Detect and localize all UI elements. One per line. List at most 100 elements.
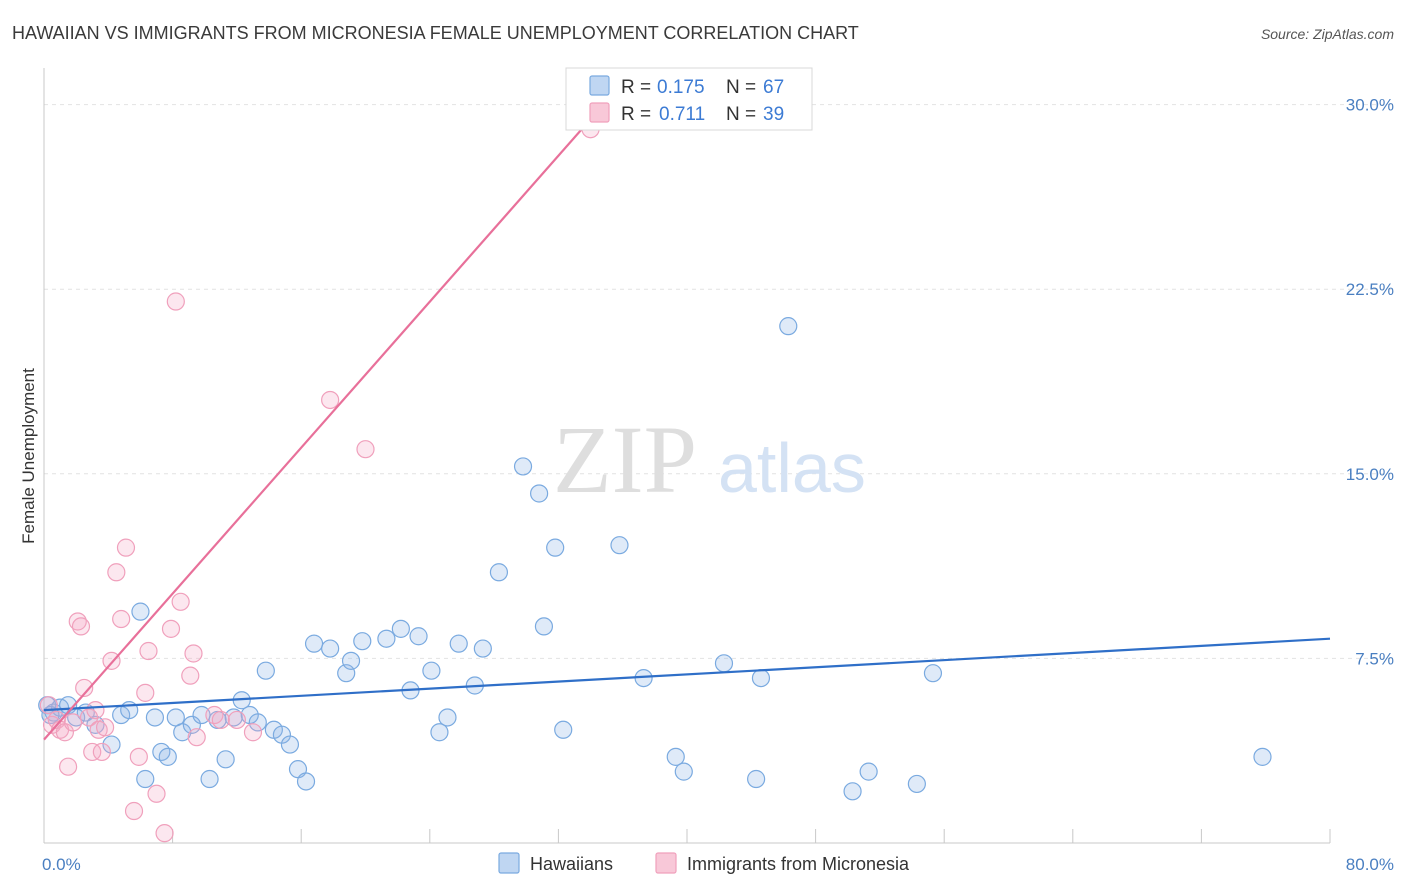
legend-n-value-1: 39 — [763, 104, 784, 125]
micronesia-point — [184, 644, 203, 663]
x-tick-label-max: 80.0% — [1346, 855, 1394, 874]
hawaiians-point — [377, 629, 396, 648]
bottom-legend-micronesia: Immigrants from Micronesia — [687, 854, 910, 874]
micronesia-point — [129, 747, 148, 766]
legend-r-value-0: 0.175 — [657, 77, 705, 98]
hawaiians-point — [907, 774, 926, 794]
micronesia-point — [356, 440, 375, 459]
hawaiians-point — [751, 668, 771, 688]
y-tick-label: 15.0% — [1346, 465, 1394, 484]
hawaiians-point — [280, 735, 300, 754]
y-tick-label: 22.5% — [1346, 280, 1394, 299]
hawaiians-point — [610, 536, 629, 555]
legend-r-label-0: R = — [621, 77, 651, 98]
hawaiians-point — [554, 720, 573, 739]
bottom-legend: Hawaiians Immigrants from Micronesia — [498, 852, 910, 874]
micronesia-point — [112, 609, 131, 629]
micronesia-point — [68, 612, 87, 631]
axes — [43, 68, 1331, 844]
micronesia-point — [59, 757, 78, 776]
hawaiians-point — [248, 713, 267, 732]
hawaiians-point — [391, 619, 410, 638]
micronesia-point — [83, 742, 102, 762]
chart-source: Source: ZipAtlas.com — [1261, 26, 1394, 42]
micronesia-point — [155, 824, 174, 843]
hawaiians-point — [430, 723, 449, 742]
bottom-legend-swatch-hawaiians — [498, 852, 520, 874]
hawaiians-point — [859, 762, 878, 781]
hawaiians-point — [674, 762, 693, 781]
micronesia-point — [187, 728, 206, 747]
hawaiians-point — [296, 772, 316, 791]
hawaiians-point — [200, 769, 219, 789]
hawaiians-point — [513, 457, 533, 476]
legend-n-value-0: 67 — [763, 77, 784, 98]
hawaiians-point — [779, 317, 798, 336]
hawaiians-point — [714, 654, 734, 673]
micronesia-point — [71, 617, 91, 636]
hawaiians-point — [438, 708, 457, 727]
micronesia-point — [136, 683, 155, 702]
legend-n-label-0: N = — [726, 77, 756, 98]
legend-swatch-micronesia — [589, 102, 610, 123]
y-tick-label: 30.0% — [1346, 96, 1394, 115]
micronesia-point — [107, 563, 126, 582]
hawaiians-point — [747, 769, 766, 789]
hawaiians-point — [304, 634, 324, 653]
micronesia-point — [124, 801, 144, 821]
hawaiians-point — [145, 708, 165, 727]
micronesia-point — [63, 713, 83, 732]
hawaiians-points — [38, 317, 1272, 801]
legend-swatch-hawaiians — [589, 75, 610, 96]
micronesia-point — [321, 390, 340, 410]
y-axis-label: Female Unemployment — [19, 368, 38, 544]
micronesia-point — [161, 619, 181, 638]
hawaiians-point — [256, 661, 275, 680]
grid-lines — [44, 104, 1392, 659]
y-tick-labels: 7.5% 15.0% 22.5% 30.0% — [1346, 96, 1394, 669]
micronesia-point — [227, 710, 246, 730]
bottom-legend-hawaiians: Hawaiians — [530, 854, 613, 874]
hawaiians-point — [666, 747, 685, 766]
hawaiians-point — [409, 627, 428, 646]
hawaiians-point — [546, 538, 565, 557]
hawaiians-point — [843, 782, 862, 801]
micronesia-point — [139, 641, 158, 661]
hawaiians-point — [473, 639, 492, 658]
hawaiians-point — [449, 634, 468, 653]
y-tick-label: 7.5% — [1355, 649, 1394, 668]
hawaiians-point — [158, 747, 177, 766]
hawaiians-point — [489, 563, 509, 582]
hawaiians-point — [173, 723, 192, 742]
micronesia-point — [211, 710, 230, 730]
legend-box: R = 0.175 N = 67 R = 0.711 N = 39 — [565, 67, 813, 131]
chart-title: HAWAIIAN VS IMMIGRANTS FROM MICRONESIA F… — [12, 23, 859, 43]
micronesia-point — [243, 723, 263, 742]
micronesia-point — [79, 708, 99, 727]
hawaiians-point — [530, 484, 549, 503]
micronesia-point — [116, 538, 136, 557]
hawaiians-point — [353, 632, 372, 651]
x-tick-label-min: 0.0% — [42, 855, 81, 874]
hawaiians-point — [136, 769, 155, 789]
micronesia-point — [166, 292, 185, 311]
micronesia-point — [75, 678, 94, 698]
hawaiians-point — [923, 664, 943, 683]
micronesia-point — [181, 666, 200, 685]
hawaiians-point — [422, 661, 441, 680]
legend-n-label-1: N = — [726, 104, 756, 125]
watermark-atlas: atlas — [718, 429, 866, 507]
micronesia-point — [86, 700, 105, 720]
micronesia-points — [39, 120, 600, 843]
hawaiians-point — [1253, 747, 1272, 766]
legend-r-value-1: 0.711 — [659, 104, 705, 125]
trend-lines — [43, 103, 1331, 741]
micronesia-point — [171, 592, 190, 611]
hawaiians-point — [321, 639, 340, 658]
hawaiians-trend-line — [43, 637, 1331, 712]
micronesia-point — [92, 742, 111, 762]
micronesia-point — [147, 784, 166, 803]
bottom-legend-swatch-micronesia — [655, 852, 677, 874]
micronesia-point — [95, 718, 115, 737]
